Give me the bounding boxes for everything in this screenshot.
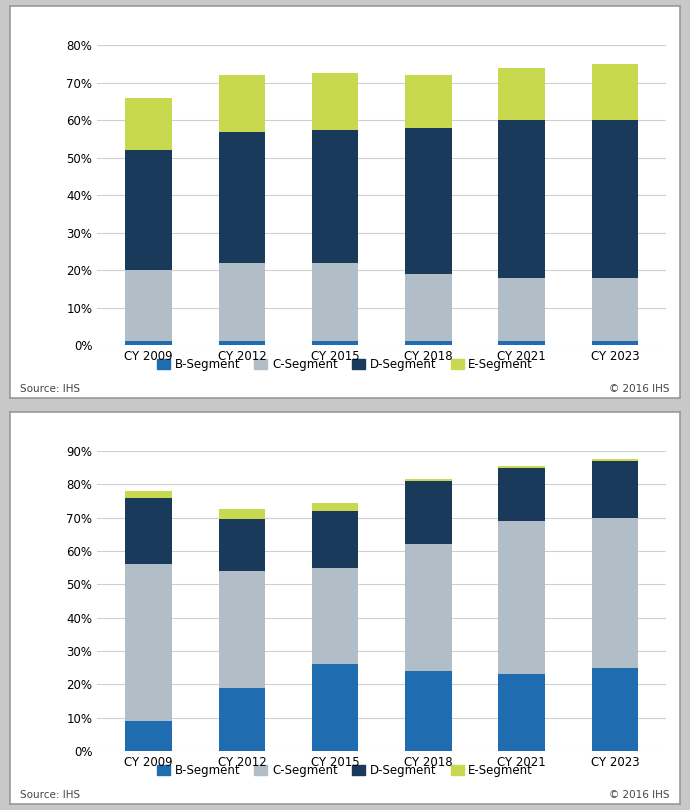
Bar (312, 503, 359, 511)
Bar (591, 120, 638, 278)
Bar (219, 571, 265, 688)
Bar (405, 128, 452, 274)
Bar (498, 521, 545, 674)
Bar (312, 511, 359, 568)
Bar (126, 498, 172, 565)
Text: © 2016 IHS: © 2016 IHS (609, 790, 669, 799)
Bar (219, 509, 265, 519)
Bar (126, 565, 172, 721)
Bar (219, 131, 265, 262)
Bar (591, 278, 638, 341)
Bar (219, 519, 265, 571)
Bar (219, 688, 265, 751)
Bar (126, 271, 172, 341)
Text: Mexico Light-Vehicle Production: Mexico Light-Vehicle Production (19, 420, 284, 435)
Bar (405, 671, 452, 751)
Bar (219, 75, 265, 131)
Bar (219, 262, 265, 341)
Bar (405, 480, 452, 481)
Bar (498, 466, 545, 468)
Legend: B-Segment, C-Segment, D-Segment, E-Segment: B-Segment, C-Segment, D-Segment, E-Segme… (152, 759, 538, 782)
Bar (312, 74, 359, 130)
Bar (126, 151, 172, 271)
Bar (591, 667, 638, 751)
Bar (498, 468, 545, 521)
Text: Source: IHS: Source: IHS (21, 790, 81, 799)
Bar (312, 664, 359, 751)
Bar (591, 459, 638, 461)
Bar (405, 75, 452, 128)
Bar (405, 341, 452, 345)
Bar (405, 481, 452, 544)
Bar (591, 461, 638, 518)
Legend: B-Segment, C-Segment, D-Segment, E-Segment: B-Segment, C-Segment, D-Segment, E-Segme… (152, 353, 538, 376)
Bar (498, 278, 545, 341)
Bar (126, 98, 172, 150)
Bar (405, 274, 452, 341)
Bar (498, 341, 545, 345)
Text: Source: IHS: Source: IHS (21, 384, 81, 394)
Bar (591, 518, 638, 667)
Bar (219, 341, 265, 345)
Bar (126, 341, 172, 345)
Text: © 2016 IHS: © 2016 IHS (609, 384, 669, 394)
Bar (405, 544, 452, 671)
Bar (312, 341, 359, 345)
Bar (591, 64, 638, 120)
Bar (591, 341, 638, 345)
Bar (498, 68, 545, 120)
Text: United States Light-Vehicle Production: United States Light-Vehicle Production (19, 15, 339, 29)
Bar (498, 674, 545, 751)
Bar (126, 491, 172, 498)
Bar (312, 568, 359, 664)
Bar (312, 262, 359, 341)
Bar (126, 721, 172, 751)
Bar (498, 120, 545, 278)
Bar (312, 130, 359, 262)
